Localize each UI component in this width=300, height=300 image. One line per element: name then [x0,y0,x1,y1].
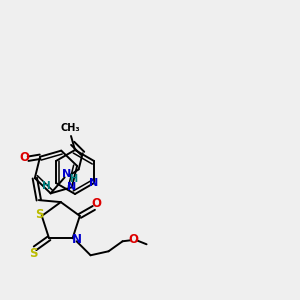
Text: O: O [129,233,139,246]
Text: N: N [89,178,99,188]
Text: N: N [67,182,76,192]
Text: O: O [19,151,29,164]
Text: H: H [70,174,78,184]
Text: H: H [42,181,51,191]
Text: O: O [92,197,102,210]
Text: S: S [35,208,44,221]
Text: S: S [29,247,37,260]
Text: CH₃: CH₃ [60,123,80,133]
Text: N: N [72,233,82,246]
Text: N: N [62,169,71,179]
